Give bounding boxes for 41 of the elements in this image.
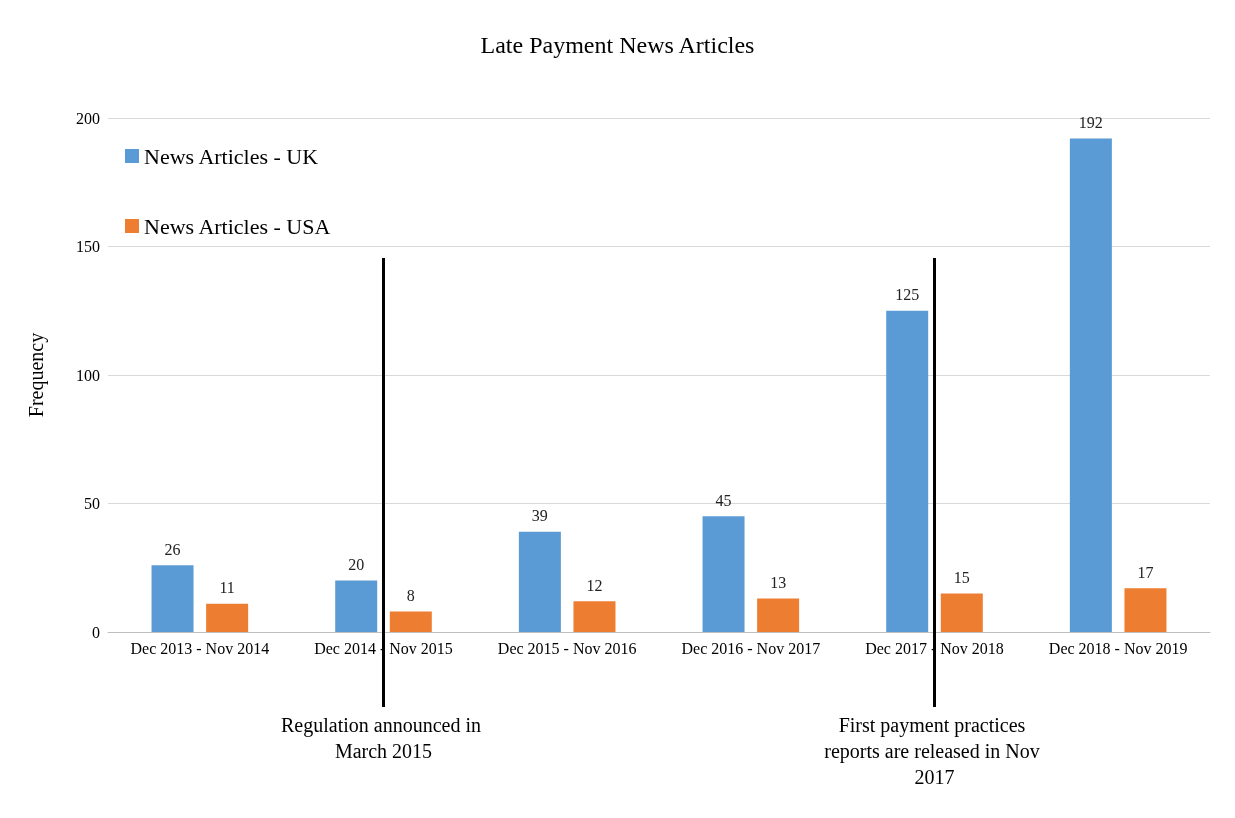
legend-label: News Articles - USA	[144, 213, 331, 239]
x-tick-label: Dec 2014 - Nov 2015	[314, 639, 453, 657]
data-label: 15	[953, 568, 970, 586]
data-label: 13	[770, 574, 787, 592]
data-label: 11	[219, 579, 235, 597]
y-tick-label: 100	[76, 366, 100, 384]
x-tick-label: Dec 2015 - Nov 2016	[497, 639, 637, 657]
x-tick-label: Dec 2013 - Nov 2014	[130, 639, 270, 657]
x-tick-label: Dec 2017 - Nov 2018	[865, 639, 1004, 657]
y-tick-label: 150	[76, 238, 100, 255]
x-tick-label: Dec 2018 - Nov 2019	[1048, 639, 1188, 657]
bar	[1069, 138, 1112, 632]
data-label: 39	[531, 507, 548, 525]
bar	[389, 611, 432, 632]
bar	[886, 310, 929, 632]
data-label: 8	[406, 586, 415, 604]
data-label: 20	[348, 556, 365, 574]
bar	[940, 593, 983, 632]
y-tick-label: 200	[76, 109, 100, 127]
legend-label: News Articles - UK	[144, 143, 319, 169]
bar	[757, 598, 800, 632]
bar	[335, 580, 378, 632]
ref-line-label: First payment practices reports are released in Nov 2017	[824, 714, 1045, 788]
bar	[518, 531, 561, 632]
y-tick-label: 50	[84, 495, 100, 512]
data-label: 12	[586, 576, 603, 594]
data-label: 125	[895, 286, 920, 304]
data-label: 17	[1137, 563, 1154, 581]
ref-line-label: Regulation announced in March 2015	[281, 714, 486, 762]
chart-title: Late Payment News Articles	[480, 32, 755, 58]
data-label: 192	[1078, 114, 1103, 132]
x-tick-label: Dec 2016 - Nov 2017	[681, 639, 821, 657]
y-tick-label: 0	[92, 623, 100, 641]
bar	[1124, 588, 1167, 632]
data-label: 26	[164, 540, 181, 558]
bar	[702, 516, 745, 632]
bar	[573, 601, 616, 632]
bar	[151, 565, 194, 632]
bar	[206, 603, 249, 632]
data-label: 45	[715, 491, 732, 509]
y-axis-title: Frequency	[25, 332, 48, 418]
